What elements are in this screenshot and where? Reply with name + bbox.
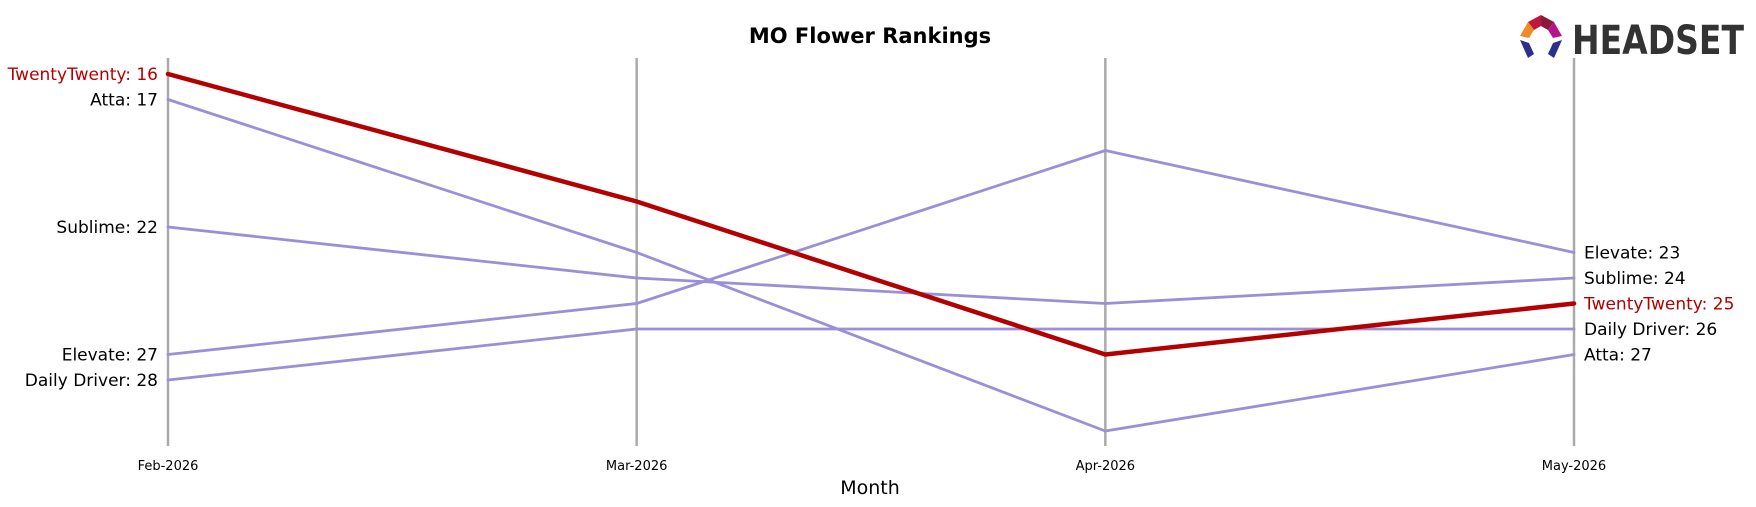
headset-logo: HEADSET [1520,15,1745,64]
end-label-daily-driver: Daily Driver: 26 [1584,320,1717,340]
x-tick-Mar-2026: Mar-2026 [606,459,667,474]
start-label-sublime: Sublime: 22 [56,218,158,238]
headset-logo-icon [1520,15,1562,58]
start-label-elevate: Elevate: 27 [62,346,158,366]
x-tick-labels: Feb-2026 Mar-2026 Apr-2026 May-2026 [138,459,1607,474]
x-tick-Apr-2026: Apr-2026 [1076,459,1135,474]
series-line-elevate [166,149,1576,356]
start-label-daily-driver: Daily Driver: 28 [25,371,158,391]
start-label-atta: Atta: 17 [90,91,158,111]
series-line-twentytwenty [165,71,1577,357]
series-line-daily-driver [166,327,1576,382]
chart-title: MO Flower Rankings [749,24,991,48]
x-tick-May-2026: May-2026 [1542,459,1606,474]
end-label-sublime: Sublime: 24 [1584,269,1686,289]
start-labels: TwentyTwenty: 16 Atta: 17 Sublime: 22 Eleva… [7,65,158,391]
end-labels: TwentyTwenty: 25 Atta: 27 Sublime: 24 Eleva… [1583,244,1734,366]
series-line-sublime [166,225,1576,305]
x-tick-Feb-2026: Feb-2026 [138,459,199,474]
series-line-atta [166,98,1576,433]
end-label-atta: Atta: 27 [1584,346,1652,366]
end-label-twentytwenty: TwentyTwenty: 25 [1583,295,1734,315]
x-axis-label: Month [840,477,900,499]
series-lines [165,71,1577,433]
end-label-elevate: Elevate: 23 [1584,244,1680,264]
headset-logo-text: HEADSET [1572,18,1745,64]
start-label-twentytwenty: TwentyTwenty: 16 [7,65,158,85]
